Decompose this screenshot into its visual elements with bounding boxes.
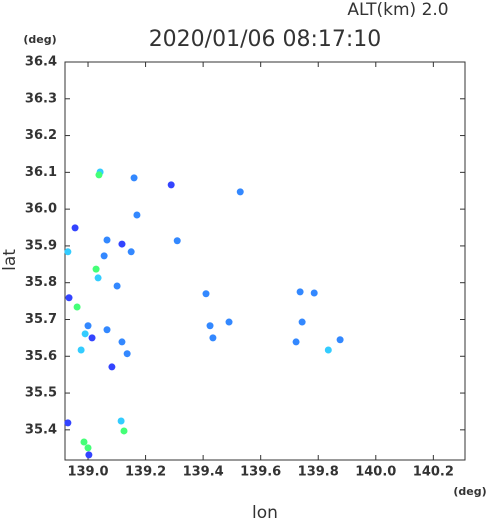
echo-point	[225, 318, 233, 326]
echo-point	[324, 346, 332, 354]
x-tick-label: 139.4	[183, 465, 224, 480]
y-tick-label: 35.4	[25, 422, 57, 437]
x-axis-label: lon	[252, 503, 278, 521]
y-tick-label: 35.6	[25, 349, 57, 364]
echo-point	[173, 237, 181, 245]
echo-point	[310, 289, 318, 297]
echo-point	[117, 417, 125, 425]
echo-point	[73, 303, 81, 311]
x-tick-label: 140.2	[413, 465, 454, 480]
echo-point	[118, 240, 126, 248]
echo-point	[118, 338, 126, 346]
echo-point	[202, 290, 210, 298]
y-tick-label: 36.0	[25, 202, 57, 217]
echo-point	[103, 326, 111, 334]
echo-point	[64, 248, 72, 256]
y-tick-label: 36.3	[25, 91, 57, 106]
echo-point	[92, 265, 100, 273]
echo-point	[130, 174, 138, 182]
echo-point	[71, 224, 79, 232]
echo-point	[88, 334, 96, 342]
echo-point	[167, 181, 175, 189]
echo-point	[298, 318, 306, 326]
echo-point	[77, 346, 85, 354]
y-tick-label: 35.9	[25, 238, 57, 253]
x-tick-label: 139.6	[240, 465, 281, 480]
y-tick-label: 35.5	[25, 386, 57, 401]
echo-point	[84, 322, 92, 330]
y-tick-label: 35.8	[25, 275, 57, 290]
altitude-label: ALT(km) 2.0	[347, 0, 448, 20]
chart-title: 2020/01/06 08:17:10	[149, 27, 382, 52]
x-tick-label: 139.8	[298, 465, 339, 480]
x-unit: (deg)	[453, 485, 486, 498]
x-tick-label: 140.0	[355, 465, 396, 480]
echo-point	[120, 427, 128, 435]
plot-frame	[64, 61, 466, 461]
echo-point	[100, 252, 108, 260]
echo-point	[209, 334, 217, 342]
x-tick-label: 139.0	[67, 465, 108, 480]
y-axis-label: lat	[0, 249, 20, 271]
echo-point	[292, 338, 300, 346]
echo-point	[108, 363, 116, 371]
echo-point	[94, 274, 102, 282]
echo-point	[81, 330, 89, 338]
echo-point	[336, 336, 344, 344]
echo-point	[236, 188, 244, 196]
x-tick-label: 139.2	[125, 465, 166, 480]
y-tick-label: 35.7	[25, 312, 57, 327]
echo-point	[84, 444, 92, 452]
echo-point	[123, 350, 131, 358]
echo-point	[133, 211, 141, 219]
y-tick-label: 36.2	[25, 128, 57, 143]
echo-point	[103, 236, 111, 244]
echo-point	[206, 322, 214, 330]
echo-point	[113, 282, 121, 290]
echo-point	[85, 451, 93, 459]
echo-point	[127, 248, 135, 256]
y-unit: (deg)	[23, 33, 56, 46]
y-tick-label: 36.1	[25, 165, 57, 180]
echo-point	[80, 438, 88, 446]
echo-point	[95, 171, 103, 179]
echo-point	[64, 419, 72, 427]
echo-point	[296, 288, 304, 296]
y-tick-label: 36.4	[25, 55, 57, 70]
echo-point	[65, 294, 73, 302]
